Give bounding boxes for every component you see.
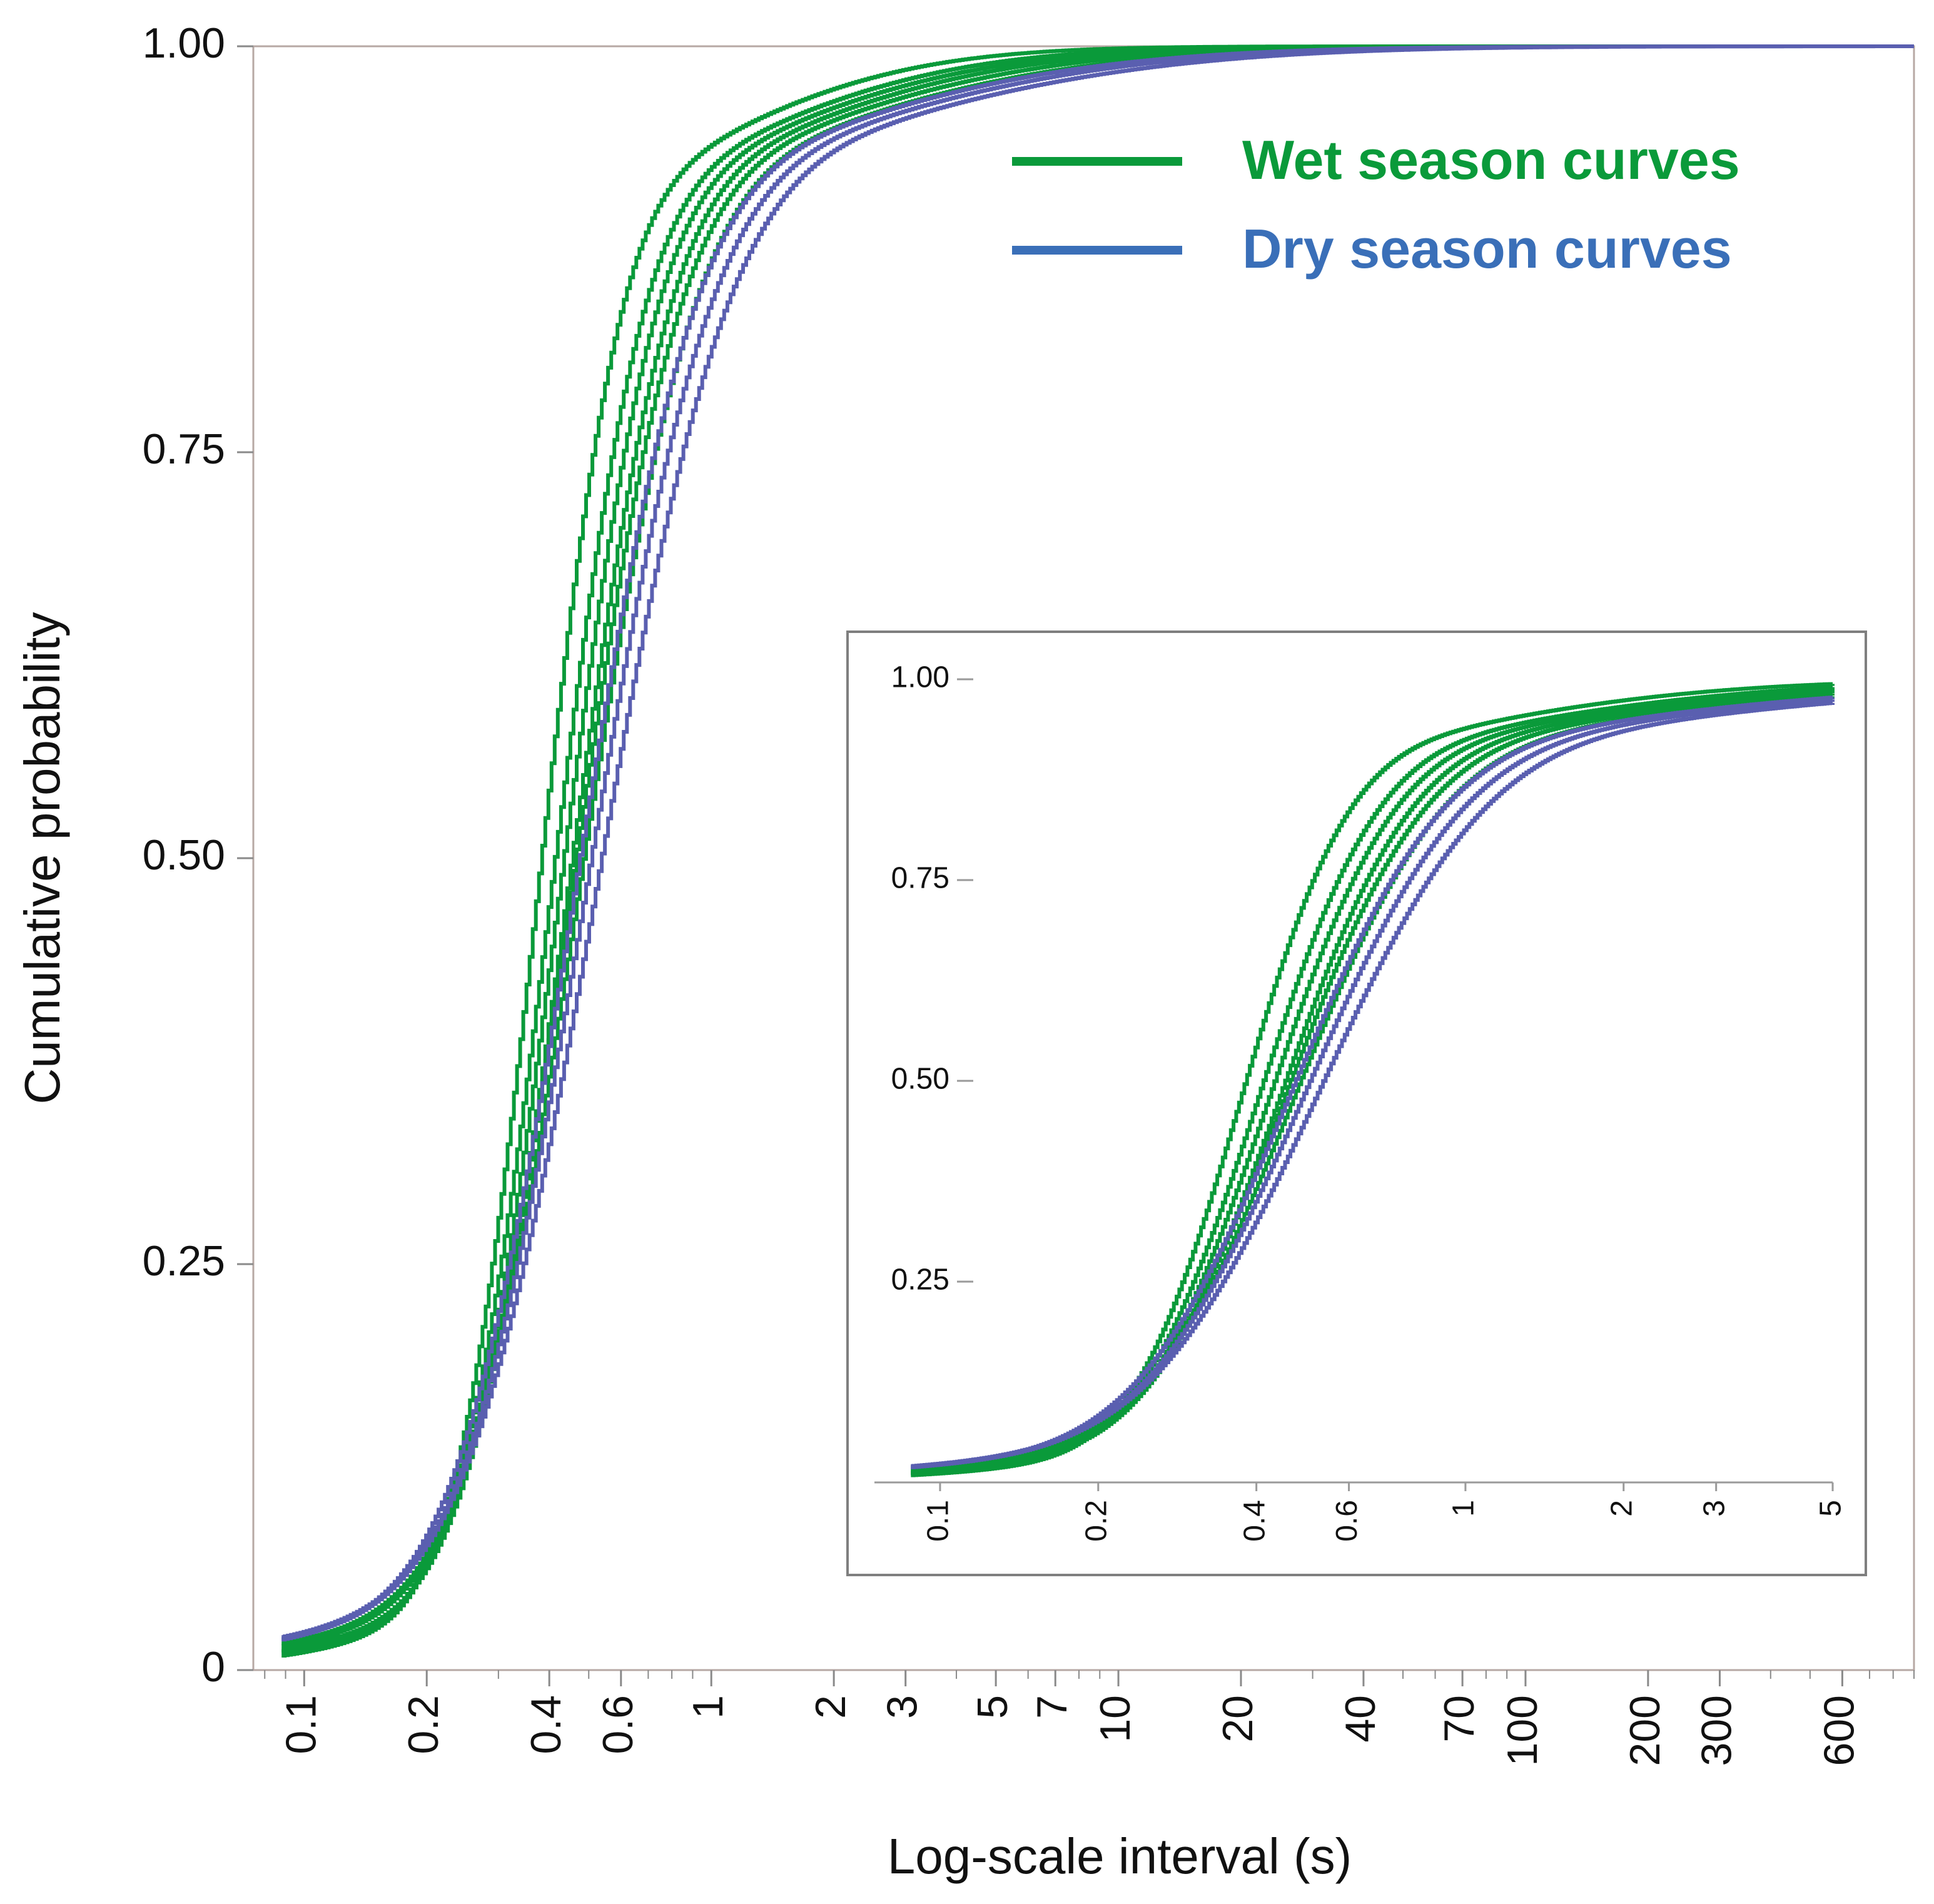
inset-y-tick-label: 0.75 xyxy=(891,862,949,895)
inset-x-tick-label: 3 xyxy=(1698,1500,1731,1517)
main-series-group xyxy=(281,44,1914,1658)
legend: Wet season curves Dry season curves xyxy=(1012,129,1740,280)
inset-series-line-wet-4 xyxy=(911,692,1835,1472)
series-line-dry-8 xyxy=(281,44,1914,1639)
inset-x-tick-label: 0.2 xyxy=(1080,1500,1113,1542)
x-tick-label: 300 xyxy=(1693,1695,1740,1766)
x-tick-label: 20 xyxy=(1214,1695,1262,1743)
x-tick-label: 70 xyxy=(1435,1695,1483,1743)
inset-chart: 0.1 0.2 0.4 0.6 1 2 3 5 0.25 0.50 0.75 1.00 xyxy=(846,630,1867,1576)
main-axis-ticks: 0.1 0.2 0.4 0.6 1 2 3 5 7 10 20 40 70 100 200 300 60000.… xyxy=(143,19,1915,1766)
legend-label-wet: Wet season curves xyxy=(1242,129,1740,191)
inset-x-tick-label: 0.4 xyxy=(1238,1500,1271,1542)
x-tick-label: 100 xyxy=(1499,1695,1546,1766)
x-tick-label: 40 xyxy=(1337,1695,1384,1743)
inset-x-tick-label: 0.6 xyxy=(1330,1500,1364,1542)
x-tick-label: 0.2 xyxy=(400,1695,447,1755)
inset-series-line-wet-3 xyxy=(911,689,1835,1474)
x-tick-label: 10 xyxy=(1091,1695,1139,1743)
inset-x-tick-label: 1 xyxy=(1447,1500,1481,1517)
x-tick-label: 3 xyxy=(879,1695,926,1719)
inset-series-line-dry-8 xyxy=(911,701,1835,1468)
y-tick-label: 0 xyxy=(201,1643,225,1691)
x-tick-label: 7 xyxy=(1028,1695,1076,1719)
x-axis-title: Log-scale interval (s) xyxy=(888,1828,1352,1884)
inset-y-tick-label: 1.00 xyxy=(891,661,949,694)
y-tick-label: 0.75 xyxy=(143,425,225,473)
x-tick-label: 5 xyxy=(969,1695,1016,1719)
y-axis-title: Cumulative probability xyxy=(14,612,70,1104)
x-tick-label: 200 xyxy=(1621,1695,1669,1766)
y-tick-label: 0.50 xyxy=(143,831,225,879)
x-tick-label: 2 xyxy=(807,1695,854,1719)
x-tick-label: 0.1 xyxy=(277,1695,325,1755)
inset-frame xyxy=(846,630,1867,1576)
x-tick-label: 0.4 xyxy=(522,1695,570,1755)
x-tick-label: 600 xyxy=(1815,1695,1863,1766)
inset-y-tick-label: 0.50 xyxy=(891,1063,949,1096)
x-tick-label: 1 xyxy=(684,1695,732,1719)
inset-x-tick-label: 5 xyxy=(1815,1500,1848,1517)
y-tick-label: 1.00 xyxy=(143,19,225,67)
inset-axis-ticks: 0.1 0.2 0.4 0.6 1 2 3 5 0.25 0.50 0.75 1.00 xyxy=(891,661,1848,1542)
inset-series-group xyxy=(911,682,1835,1477)
inset-x-tick-label: 0.1 xyxy=(922,1500,955,1542)
inset-x-tick-label: 2 xyxy=(1605,1500,1638,1517)
x-tick-label: 0.6 xyxy=(594,1695,642,1755)
y-tick-label: 0.25 xyxy=(143,1237,225,1285)
legend-label-dry: Dry season curves xyxy=(1242,218,1732,280)
inset-y-tick-label: 0.25 xyxy=(891,1263,949,1297)
